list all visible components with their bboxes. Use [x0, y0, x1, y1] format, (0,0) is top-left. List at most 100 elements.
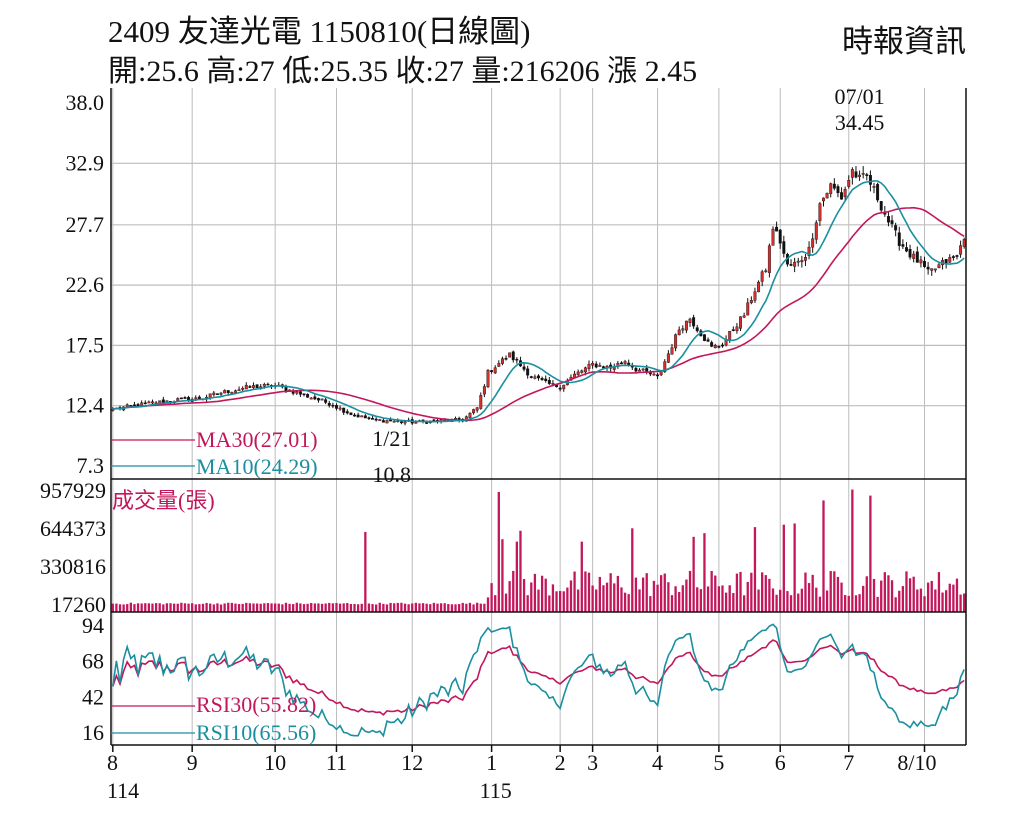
candle-up: [753, 291, 757, 301]
volume-bar: [681, 585, 684, 612]
candle-down: [692, 317, 696, 327]
indicator-lines: [112, 180, 965, 738]
volume-bar: [771, 588, 775, 612]
candle-down: [778, 229, 782, 244]
volume-bar: [255, 603, 259, 612]
volume-bar: [263, 603, 266, 612]
volume-bar: [479, 603, 482, 612]
volume-bar: [393, 603, 396, 612]
candle-down: [775, 226, 779, 232]
candle-up: [771, 228, 775, 246]
candle-down: [266, 383, 270, 386]
candle-down: [905, 247, 908, 252]
candle-up: [403, 421, 407, 424]
volume-bar: [829, 571, 832, 612]
candle-up: [468, 413, 472, 418]
volume-bar: [266, 603, 270, 612]
volume-bar: [584, 571, 587, 612]
volume-bar: [111, 603, 114, 612]
volume-bar: [375, 604, 378, 612]
candle-up: [850, 169, 854, 178]
candle-down: [284, 386, 288, 392]
candle-up: [912, 253, 916, 259]
candle-down: [955, 255, 959, 257]
candle-up: [638, 369, 641, 372]
volume-bar: [660, 575, 663, 612]
candle-down: [504, 358, 508, 360]
candle-down: [371, 418, 375, 420]
volume-bar: [678, 591, 681, 612]
volume-bar: [674, 586, 677, 612]
candle-down: [894, 225, 898, 231]
candle-up: [670, 347, 674, 355]
volume-bar: [912, 576, 915, 612]
candle-down: [526, 368, 530, 376]
volume-bar: [634, 577, 638, 612]
month-label: 2: [555, 750, 566, 775]
candle-up: [760, 271, 764, 282]
candle-down: [342, 407, 346, 413]
candle-up: [742, 315, 746, 318]
candle-up: [713, 345, 717, 349]
candle-up: [652, 373, 656, 376]
volume-bar: [154, 603, 158, 612]
volume-bar: [656, 584, 659, 612]
volume-bar: [172, 603, 176, 612]
candle-down: [908, 249, 912, 258]
volume-bar: [245, 602, 248, 612]
candle-down: [620, 362, 623, 365]
volume-bar: [851, 489, 854, 612]
candle-up: [829, 183, 833, 194]
volume-bar: [425, 603, 428, 612]
volume-bar: [183, 603, 187, 612]
price-tick-label: 32.9: [66, 150, 105, 175]
source-label: 時報資訊: [842, 24, 966, 59]
candle-up: [666, 353, 670, 363]
volume-bar: [313, 603, 316, 612]
candle-up: [623, 361, 627, 364]
volume-bar: [436, 603, 439, 612]
candle-up: [414, 421, 418, 424]
volume-bar: [501, 539, 504, 612]
candle-down: [923, 260, 926, 267]
price-tick-label: 22.6: [66, 272, 105, 297]
candle-down: [901, 244, 905, 247]
candle-down: [367, 417, 371, 419]
volume-bar: [569, 580, 573, 612]
volume-bar: [818, 596, 822, 612]
candle-up: [475, 407, 479, 411]
candle-up: [147, 401, 151, 404]
volume-bar: [151, 603, 154, 612]
candlesticks: [111, 166, 966, 426]
volume-bar: [378, 602, 381, 612]
candle-up: [814, 222, 818, 240]
volume-bar: [421, 603, 425, 612]
volume-bar: [295, 602, 298, 612]
candle-up: [919, 259, 923, 264]
volume-bar: [558, 591, 562, 612]
candle-up: [739, 316, 742, 329]
volume-bar: [407, 604, 410, 612]
candle-up: [796, 260, 800, 263]
volume-bar: [176, 603, 179, 612]
volume-bar: [714, 575, 717, 612]
volume-bar: [602, 585, 605, 612]
volume-tick-label: 957929: [40, 478, 106, 503]
candle-up: [472, 409, 476, 414]
volume-bar: [353, 603, 356, 612]
candle-down: [374, 418, 378, 421]
price-tick-label: 38.0: [66, 90, 105, 115]
candle-up: [681, 328, 685, 331]
candle-down: [544, 378, 548, 381]
candle-down: [302, 393, 306, 396]
volume-bar: [169, 603, 172, 612]
candle-down: [399, 421, 403, 424]
volume-bar: [742, 595, 746, 612]
price-tick-label: 7.3: [77, 453, 105, 478]
volume-bar: [703, 533, 706, 612]
volume-bar: [872, 578, 876, 612]
volume-bar: [937, 572, 941, 612]
volume-bar: [411, 603, 414, 612]
volume-bar: [281, 604, 284, 612]
